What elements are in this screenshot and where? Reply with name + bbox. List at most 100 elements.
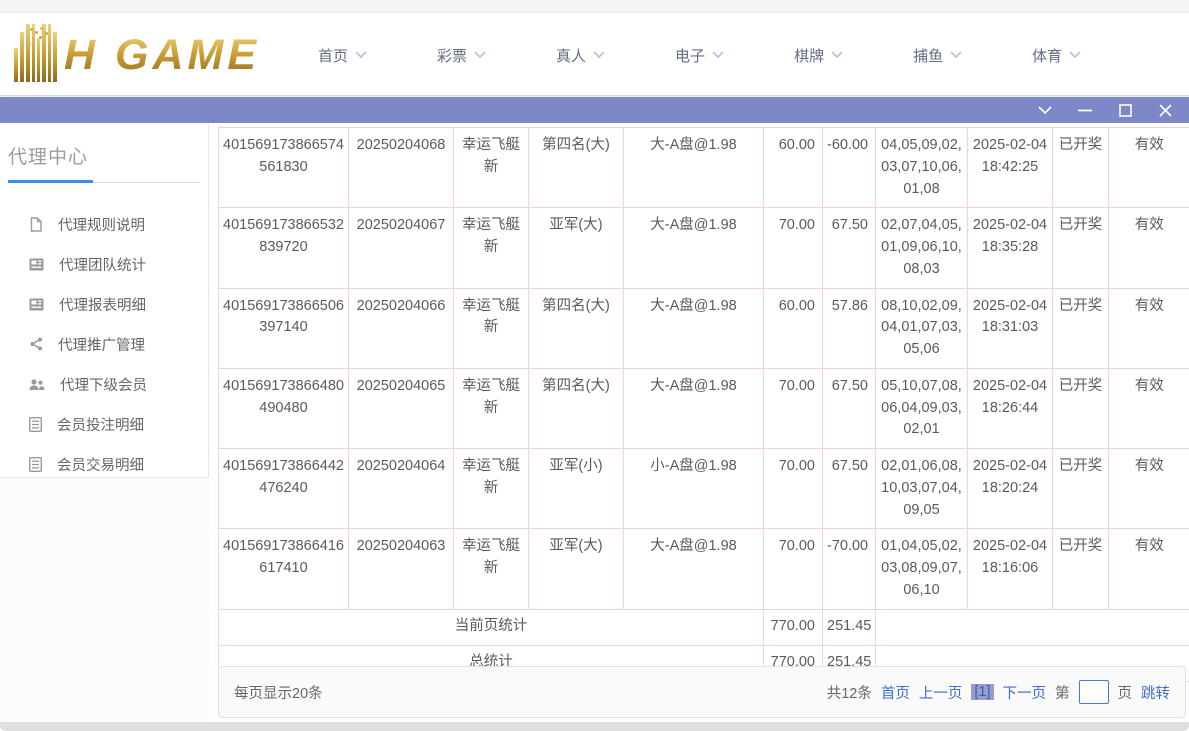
close-icon[interactable] (1157, 102, 1173, 118)
nav-item-slots[interactable]: 电子 (675, 45, 724, 66)
cell-play: 第四名(大) (528, 287, 624, 369)
cell-result: 01,04,05,02,03,08,09,07,06,10 (875, 528, 968, 610)
table-row: 401569173866480490480 20250204065 幸运飞艇新 … (218, 367, 1189, 450)
sidebar-item-agent-rules[interactable]: 代理规则说明 (0, 204, 208, 244)
sidebar-item-report-detail[interactable]: 代理报表明细 (0, 284, 208, 324)
minimize-icon[interactable] (1077, 102, 1093, 118)
cell-game: 幸运飞艇新 (453, 528, 529, 610)
current-page-indicator: [1] (971, 684, 994, 700)
cell-game: 幸运飞艇新 (453, 126, 529, 209)
cell-content: 大-A盘@1.98 (623, 207, 764, 289)
total-count-text: 共12条 (826, 685, 872, 702)
cell-game: 幸运飞艇新 (453, 367, 529, 450)
cell-status: 已开奖 (1052, 447, 1109, 530)
cell-status: 已开奖 (1052, 207, 1109, 289)
cell-result: 04,05,09,02,03,07,10,06,01,08 (875, 126, 968, 209)
window-titlebar (0, 97, 1189, 123)
cell-play: 亚军(大) (528, 528, 624, 610)
os-top-strip (0, 0, 1189, 13)
cell-status: 已开奖 (1052, 528, 1109, 610)
cell-content: 大-A盘@1.98 (623, 528, 764, 610)
jump-suffix-text: 页 (1117, 685, 1133, 702)
sidebar-item-transaction-detail[interactable]: 会员交易明细 (0, 444, 208, 484)
os-bottom-strip (0, 722, 1189, 731)
pagination-bar: 每页显示20条 共12条 首页 上一页 [1] 下一页 第 页 跳转 (218, 666, 1186, 718)
sidebar-item-bet-detail[interactable]: 会员投注明细 (0, 404, 208, 444)
table-row: 401569173866574561830 20250204068 幸运飞艇新 … (218, 126, 1189, 209)
cell-issue: 20250204066 (348, 287, 454, 369)
chevron-down-icon (355, 51, 367, 59)
agent-center-sidebar: 代理中心 代理规则说明 代理团队统计 代理报表明细 代理推广管理 代理下级会员 … (0, 125, 209, 478)
chevron-down-icon (1069, 51, 1081, 59)
cell-order-id: 401569173866416617410 (218, 528, 349, 610)
cell-amount: 70.00 (763, 207, 823, 289)
maximize-icon[interactable] (1117, 102, 1133, 118)
cell-issue: 20250204064 (348, 447, 454, 530)
cell-game: 幸运飞艇新 (453, 287, 529, 369)
page-jump-input[interactable] (1078, 680, 1109, 704)
cell-result: 02,07,04,05,01,09,06,10,08,03 (875, 207, 968, 289)
nav-label: 棋牌 (794, 47, 825, 65)
cell-amount: 70.00 (763, 447, 823, 530)
cell-content: 小-A盘@1.98 (623, 447, 764, 530)
sidebar-item-promotion[interactable]: 代理推广管理 (0, 324, 208, 364)
cell-play: 亚军(小) (528, 447, 624, 530)
page-size-text: 每页显示20条 (234, 685, 323, 702)
nav-item-home[interactable]: 首页 (318, 45, 367, 66)
cell-order-id: 401569173866442476240 (218, 447, 349, 530)
cell-game: 幸运飞艇新 (453, 207, 529, 289)
cell-time: 2025-02-04 18:31:03 (967, 287, 1053, 369)
bet-records-table: 401569173866574561830 20250204068 幸运飞艇新 … (218, 126, 1189, 682)
report-icon (29, 258, 44, 270)
list-icon (29, 456, 42, 472)
cell-win-loss: 67.50 (822, 367, 876, 450)
sidebar-title: 代理中心 (8, 147, 89, 168)
cell-order-id: 401569173866480490480 (218, 367, 349, 450)
report-icon (29, 298, 44, 310)
prev-page-link[interactable]: 上一页 (918, 685, 963, 702)
jump-button[interactable]: 跳转 (1141, 685, 1170, 702)
nav-item-sports[interactable]: 体育 (1032, 45, 1081, 66)
cell-time: 2025-02-04 18:20:24 (967, 447, 1053, 530)
sidebar-item-label: 代理下级会员 (60, 377, 147, 394)
logo: H GAME (10, 22, 260, 88)
sidebar-item-team-stats[interactable]: 代理团队统计 (0, 244, 208, 284)
page-summary-row: 当前页统计 770.00 251.45 (218, 608, 1189, 646)
logo-text: H GAME (64, 30, 260, 79)
cell-status: 已开奖 (1052, 367, 1109, 450)
sidebar-item-sub-members[interactable]: 代理下级会员 (0, 364, 208, 404)
nav-item-chess[interactable]: 棋牌 (794, 45, 843, 66)
cell-amount: 70.00 (763, 528, 823, 610)
users-icon (29, 378, 45, 390)
sidebar-title-rule (8, 180, 200, 183)
sidebar-item-label: 会员交易明细 (57, 457, 144, 474)
cell-order-id: 401569173866574561830 (218, 126, 349, 209)
chevron-down-icon[interactable] (1037, 102, 1053, 118)
sidebar-item-label: 代理推广管理 (58, 337, 145, 354)
table-row: 401569173866532839720 20250204067 幸运飞艇新 … (218, 207, 1189, 289)
summary-label: 当前页统计 (218, 608, 764, 646)
cell-amount: 70.00 (763, 367, 823, 450)
cell-valid: 有效 (1108, 447, 1189, 530)
cell-valid: 有效 (1108, 367, 1189, 450)
nav-item-live[interactable]: 真人 (556, 45, 605, 66)
first-page-link[interactable]: 首页 (880, 685, 910, 702)
cell-content: 大-A盘@1.98 (623, 126, 764, 209)
cell-content: 大-A盘@1.98 (623, 287, 764, 369)
sidebar-item-label: 代理报表明细 (59, 297, 146, 314)
cell-status: 已开奖 (1052, 126, 1109, 209)
chevron-down-icon (474, 51, 486, 59)
sidebar-item-label: 会员投注明细 (57, 417, 144, 434)
cell-valid: 有效 (1108, 207, 1189, 289)
cell-amount: 60.00 (763, 287, 823, 369)
cell-time: 2025-02-04 18:35:28 (967, 207, 1053, 289)
nav-item-lottery[interactable]: 彩票 (437, 45, 486, 66)
nav-item-fishing[interactable]: 捕鱼 (913, 45, 962, 66)
main-nav: 首页 彩票 真人 电子 棋牌 捕鱼 体育 (318, 14, 1081, 96)
logo-bars-decor (14, 24, 57, 82)
chevron-down-icon (712, 51, 724, 59)
next-page-link[interactable]: 下一页 (1002, 685, 1047, 702)
content-background (0, 479, 209, 722)
nav-label: 彩票 (437, 47, 468, 65)
cell-win-loss: -60.00 (822, 126, 876, 209)
